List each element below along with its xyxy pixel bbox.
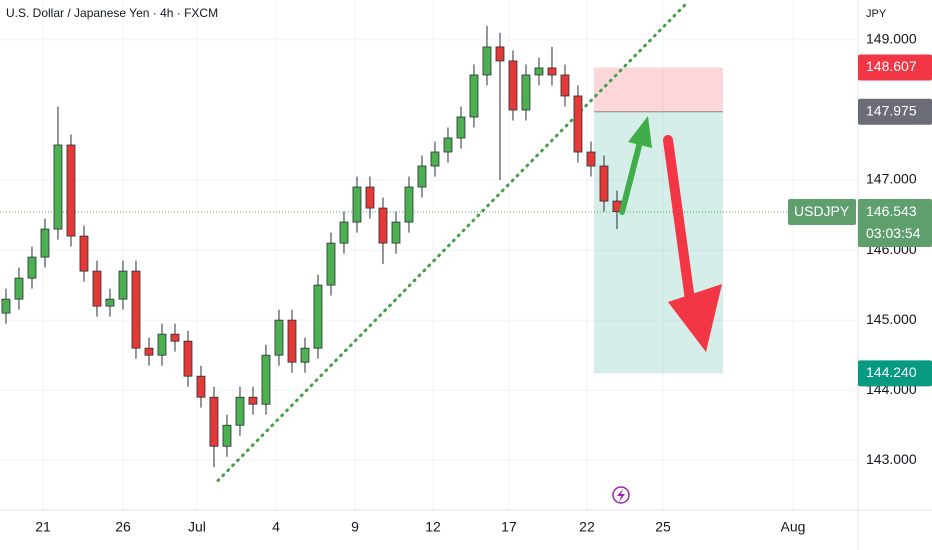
x-tick-label: 12 [425, 519, 441, 535]
x-tick-label: 21 [35, 519, 51, 535]
y-tick-label: 145.000 [866, 311, 917, 327]
x-tick-label: 9 [351, 519, 359, 535]
entry-label: 147.975 [866, 102, 917, 118]
candle-body [248, 396, 258, 405]
symbol-box [788, 199, 856, 226]
candle-body [118, 270, 128, 300]
candle-body [92, 270, 102, 307]
candle-body [365, 186, 375, 209]
price-labels: 148.607 147.975 144.240 USDJPY 146.543 03:03:… [788, 54, 932, 387]
candle-body [547, 67, 557, 76]
candle-body [352, 186, 362, 223]
x-tick-label: 25 [655, 519, 671, 535]
last-price-box [858, 199, 932, 248]
candle-body [456, 116, 466, 139]
y-tick-label: 143.000 [866, 451, 917, 467]
candle-body [469, 74, 479, 118]
stop-label: 148.607 [866, 58, 917, 74]
down-arrow-head [668, 284, 722, 352]
candle-body [157, 333, 167, 356]
candle-body [183, 340, 193, 377]
up-arrow-head [628, 116, 652, 148]
candle-body [40, 228, 50, 258]
target-label: 144.240 [866, 364, 917, 380]
candle-body [196, 375, 206, 398]
countdown: 03:03:54 [866, 225, 921, 241]
last-price-label: 146.543 [866, 203, 917, 219]
candle-body [144, 347, 154, 356]
candle-body [391, 221, 401, 244]
candle-body [313, 284, 323, 349]
candle-body [339, 221, 349, 244]
x-tick-label: Jul [188, 519, 206, 535]
candle-body [508, 60, 518, 111]
candle-body [14, 277, 24, 300]
candle-body [599, 165, 609, 202]
candle-body [209, 396, 219, 447]
x-tick-label: Aug [781, 519, 806, 535]
candle-body [378, 207, 388, 244]
candle-body [235, 396, 245, 426]
x-tick-label: 26 [115, 519, 131, 535]
candle-body [430, 151, 440, 167]
candle-body [53, 144, 63, 230]
candle-body [105, 298, 115, 307]
stop-label-box [858, 54, 932, 81]
candle-body [573, 95, 583, 153]
candle-body [79, 235, 89, 272]
candle-body [261, 354, 271, 405]
candle-body [27, 256, 37, 279]
candle-body [222, 424, 232, 447]
candle-body [417, 165, 427, 188]
entry-label-box [858, 98, 932, 125]
candle-body [534, 67, 544, 76]
up-arrow-shaft [619, 139, 643, 215]
x-tick-label: 17 [501, 519, 517, 535]
candle-body [521, 74, 531, 111]
x-tick-label: 22 [579, 519, 595, 535]
plot [0, 3, 858, 483]
stop-zone [593, 67, 723, 112]
symbol-label: USDJPY [794, 203, 850, 219]
candle-body [443, 137, 453, 153]
grid [0, 0, 858, 510]
trend-line [216, 3, 687, 483]
x-tick-label: 4 [272, 519, 280, 535]
candle-body [586, 151, 596, 167]
candle-body [300, 347, 310, 363]
candle-body [170, 333, 180, 342]
candle-body [274, 319, 284, 356]
y-tick-label: 149.000 [866, 31, 917, 47]
candle-body [560, 74, 570, 97]
candle-body [66, 144, 76, 237]
chart-title: U.S. Dollar / Japanese Yen · 4h · FXCM [6, 6, 218, 20]
currency: JPY [866, 8, 887, 20]
candle-body [131, 270, 141, 349]
event-bolt [617, 489, 625, 502]
y-tick-label: 147.000 [866, 171, 917, 187]
candle-body [287, 319, 297, 363]
candle-body [404, 186, 414, 223]
target-label-box [858, 360, 932, 387]
candle-body [495, 46, 505, 62]
candle-body [1, 298, 11, 314]
candle-body [482, 46, 492, 76]
annotations [612, 116, 722, 504]
down-arrow-shaft [663, 135, 695, 305]
candle-body [326, 242, 336, 286]
